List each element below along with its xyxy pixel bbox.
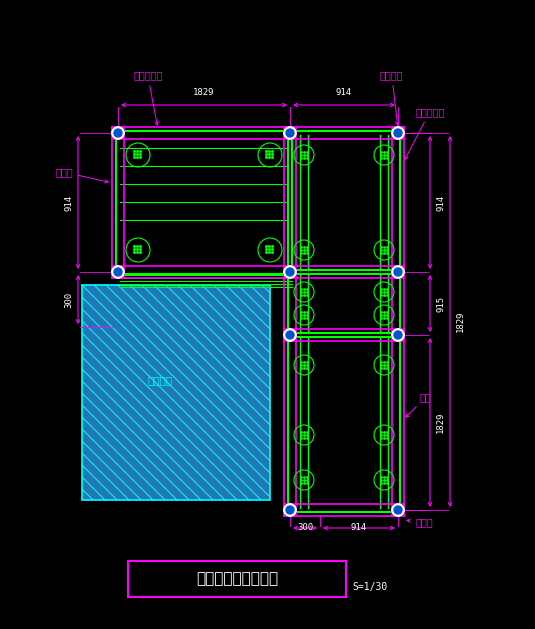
Circle shape (286, 331, 294, 339)
Text: 914: 914 (64, 194, 73, 211)
Text: 1829: 1829 (436, 412, 445, 433)
Circle shape (284, 504, 296, 516)
Circle shape (286, 506, 294, 514)
Text: 914: 914 (336, 88, 352, 97)
Circle shape (392, 504, 404, 516)
Bar (112, 127, 404, 139)
Bar (284, 504, 404, 516)
Circle shape (394, 506, 402, 514)
Bar (82, 285, 270, 500)
Text: 300: 300 (297, 523, 313, 532)
Circle shape (112, 127, 124, 139)
Text: 支柱材: 支柱材 (407, 517, 433, 527)
Circle shape (284, 329, 296, 341)
Circle shape (112, 266, 124, 278)
Text: S=1/30: S=1/30 (352, 582, 387, 592)
Circle shape (284, 127, 296, 139)
Text: 布板: 布板 (406, 392, 432, 417)
Bar (128, 561, 346, 597)
Bar (288, 131, 400, 274)
Text: 914: 914 (436, 194, 445, 211)
Circle shape (392, 329, 404, 341)
Text: 支柱材: 支柱材 (55, 167, 108, 183)
Text: 1829: 1829 (456, 311, 465, 332)
Circle shape (394, 331, 402, 339)
Circle shape (394, 268, 402, 276)
Bar (284, 127, 296, 516)
Text: 布板ハーフ: 布板ハーフ (405, 107, 445, 160)
Text: 914: 914 (351, 523, 367, 532)
Text: つなぎ材: つなぎ材 (148, 375, 172, 385)
Bar (112, 127, 124, 278)
Text: 1829: 1829 (193, 88, 215, 97)
Text: 915: 915 (436, 296, 445, 311)
Circle shape (286, 129, 294, 137)
Text: 300: 300 (64, 291, 73, 308)
Circle shape (286, 268, 294, 276)
Bar (82, 285, 270, 500)
Bar (288, 270, 400, 337)
Bar (116, 131, 292, 274)
Text: つなぎ材: つなぎ材 (380, 70, 403, 125)
Bar (112, 266, 404, 278)
Text: 足場コーナー詳細図: 足場コーナー詳細図 (196, 572, 278, 586)
Bar (392, 127, 404, 516)
Circle shape (284, 266, 296, 278)
Circle shape (394, 129, 402, 137)
Circle shape (392, 266, 404, 278)
Bar (288, 333, 400, 512)
Circle shape (114, 268, 122, 276)
Text: 先行手すり: 先行手すり (133, 70, 163, 125)
Bar (284, 329, 404, 341)
Circle shape (114, 129, 122, 137)
Circle shape (392, 127, 404, 139)
